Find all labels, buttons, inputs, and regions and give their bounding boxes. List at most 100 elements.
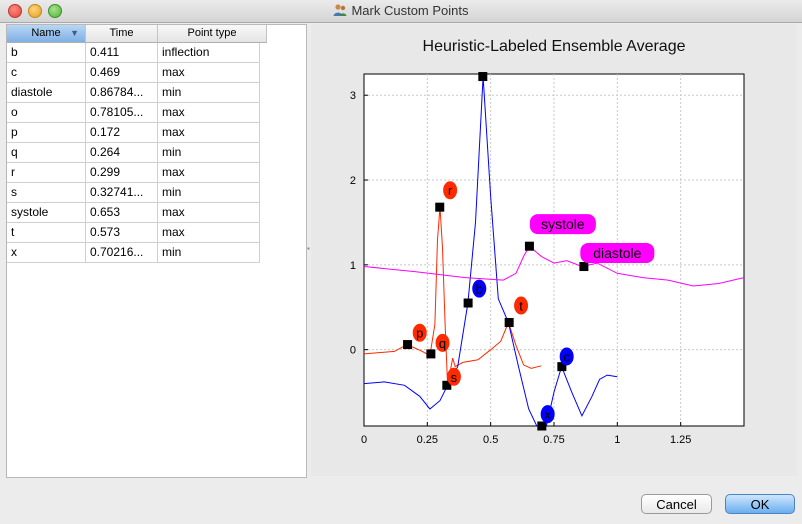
- row-time-cell: 0.411: [86, 43, 158, 62]
- table-row[interactable]: p 0.172 max: [7, 123, 260, 143]
- users-icon: [333, 4, 347, 16]
- table-row[interactable]: q 0.264 min: [7, 143, 260, 163]
- row-time-cell: 0.264: [86, 143, 158, 162]
- point-label-badge: [529, 214, 596, 235]
- x-tick-label: 0.25: [417, 434, 438, 446]
- point-label-text: q: [439, 336, 446, 351]
- point-label-badge: [472, 279, 487, 298]
- y-tick-label: 1: [350, 260, 356, 272]
- row-time-cell: 0.78105...: [86, 103, 158, 122]
- row-point-type-cell: min: [158, 183, 260, 202]
- point-label-text: x: [544, 407, 551, 422]
- row-point-type-cell: max: [158, 163, 260, 182]
- row-name-cell: r: [7, 163, 86, 182]
- table-row[interactable]: systole 0.653 max: [7, 203, 260, 223]
- point-marker: [504, 318, 514, 328]
- row-name-cell: o: [7, 103, 86, 122]
- point-marker: [403, 340, 413, 350]
- y-tick-label: 3: [350, 90, 356, 102]
- close-window-button[interactable]: [8, 4, 22, 18]
- row-point-type-cell: min: [158, 243, 260, 262]
- point-label-badge: [435, 333, 450, 352]
- splitter-handle[interactable]: ▪: [307, 244, 310, 253]
- point-marker: [579, 262, 589, 272]
- row-point-type-cell: min: [158, 83, 260, 102]
- row-time-cell: 0.573: [86, 223, 158, 242]
- table-row[interactable]: s 0.32741... min: [7, 183, 260, 203]
- point-marker: [557, 362, 567, 372]
- row-name-cell: p: [7, 123, 86, 142]
- window-title: Mark Custom Points: [351, 3, 469, 18]
- point-marker: [524, 241, 534, 251]
- column-header-name[interactable]: Name ▼: [7, 25, 86, 42]
- row-name-cell: systole: [7, 203, 86, 222]
- row-point-type-cell: max: [158, 123, 260, 142]
- row-time-cell: 0.70216...: [86, 243, 158, 262]
- y-tick-label: 2: [350, 175, 356, 187]
- row-name-cell: t: [7, 223, 86, 242]
- point-label-badge: [559, 347, 574, 366]
- x-tick-label: 0.75: [543, 434, 564, 446]
- point-label-badge: [514, 296, 529, 315]
- ensemble-chart: 0 0.25 0.5 0.75 1 1.25 0 1 2 3 r p q s t b c x systole dias…: [350, 72, 745, 446]
- cancel-button[interactable]: Cancel: [641, 494, 712, 514]
- point-label-text: b: [476, 282, 483, 297]
- point-label-badge: [540, 405, 555, 424]
- title-bar: Mark Custom Points: [0, 0, 802, 23]
- table-row[interactable]: r 0.299 max: [7, 163, 260, 183]
- table-row[interactable]: diastole 0.86784... min: [7, 83, 260, 103]
- minimize-window-button[interactable]: [28, 4, 42, 18]
- points-table[interactable]: Name ▼ Time Point type b 0.411 inflection c 0…: [6, 24, 307, 478]
- table-row[interactable]: x 0.70216... min: [7, 243, 260, 263]
- row-name-cell: b: [7, 43, 86, 62]
- row-time-cell: 0.86784...: [86, 83, 158, 102]
- column-header-point-type[interactable]: Point type: [158, 25, 267, 42]
- row-name-cell: s: [7, 183, 86, 202]
- y-tick-label: 0: [350, 345, 356, 357]
- ok-button[interactable]: OK: [725, 494, 795, 514]
- table-row[interactable]: o 0.78105... max: [7, 103, 260, 123]
- row-name-cell: x: [7, 243, 86, 262]
- row-point-type-cell: max: [158, 223, 260, 242]
- table-row[interactable]: b 0.411 inflection: [7, 43, 260, 63]
- row-point-type-cell: min: [158, 143, 260, 162]
- plot-panel: Heuristic-Labeled Ensemble Average 0 0.25…: [311, 24, 797, 476]
- point-label-text: r: [448, 183, 453, 198]
- point-marker: [463, 298, 473, 308]
- point-marker: [435, 202, 445, 212]
- column-header-time[interactable]: Time: [86, 25, 158, 42]
- magenta-series-line: [364, 245, 744, 287]
- point-label-text: diastole: [593, 245, 641, 261]
- point-label-badge: [412, 323, 427, 342]
- table-row[interactable]: t 0.573 max: [7, 223, 260, 243]
- point-label-text: s: [451, 370, 458, 385]
- row-point-type-cell: max: [158, 103, 260, 122]
- x-tick-label: 0.5: [483, 434, 498, 446]
- point-label-text: t: [519, 299, 523, 314]
- blue-series-line: [364, 76, 618, 426]
- x-tick-label: 1.25: [670, 434, 691, 446]
- point-label-text: c: [563, 349, 570, 364]
- row-time-cell: 0.172: [86, 123, 158, 142]
- table-body: b 0.411 inflection c 0.469 max diastole 0.86784…: [7, 43, 260, 263]
- point-label-badge: [580, 242, 655, 263]
- row-time-cell: 0.299: [86, 163, 158, 182]
- row-point-type-cell: inflection: [158, 43, 260, 62]
- zoom-window-button[interactable]: [48, 4, 62, 18]
- sort-descending-icon: ▼: [70, 28, 79, 38]
- table-row[interactable]: c 0.469 max: [7, 63, 260, 83]
- point-marker: [478, 72, 488, 82]
- point-label-badge: [446, 367, 461, 386]
- point-label-text: systole: [541, 216, 585, 232]
- row-name-cell: c: [7, 63, 86, 82]
- point-label-badge: [443, 181, 458, 200]
- x-tick-label: 0: [361, 434, 367, 446]
- point-marker: [537, 421, 547, 431]
- point-marker: [426, 349, 436, 359]
- x-tick-label: 1: [614, 434, 620, 446]
- point-label-text: p: [416, 326, 423, 341]
- table-header: Name ▼ Time Point type: [7, 25, 267, 43]
- chart-title: Heuristic-Labeled Ensemble Average: [422, 38, 686, 55]
- row-time-cell: 0.653: [86, 203, 158, 222]
